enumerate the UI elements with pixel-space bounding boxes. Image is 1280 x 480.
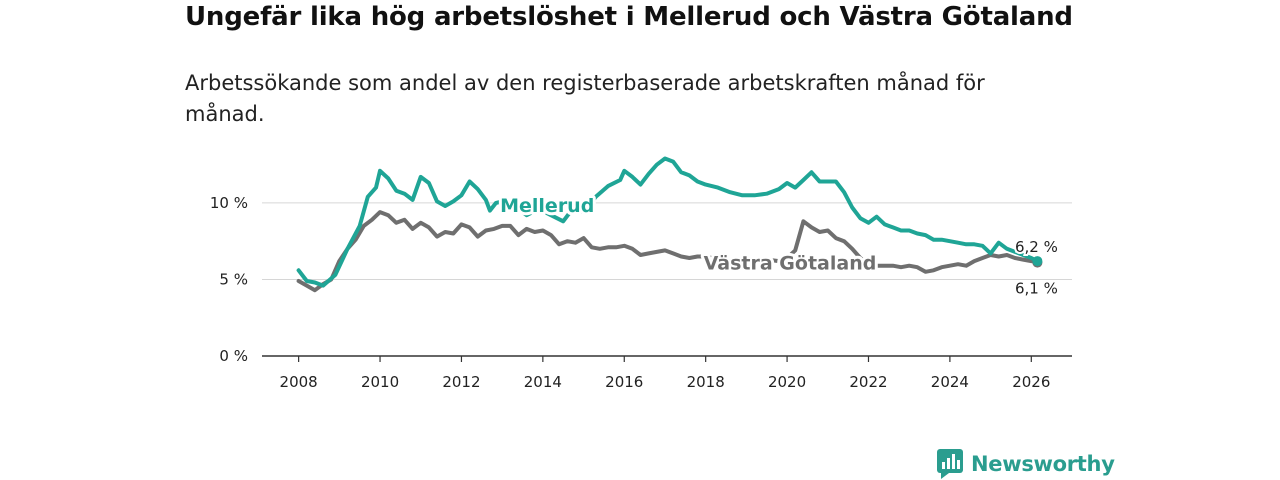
y-tick-label: 5 % <box>219 270 248 288</box>
x-tick-label: 2024 <box>931 373 969 391</box>
chart-subtitle: Arbetssökande som andel av den registerb… <box>185 71 985 126</box>
series-labels: Mellerud Västra Götaland 6,2 % 6,1 % <box>497 192 1060 299</box>
x-tick-label: 2016 <box>605 373 643 391</box>
chart-title: Ungefär lika hög arbetslöshet i Mellerud… <box>185 2 1073 32</box>
x-tick-label: 2008 <box>280 373 318 391</box>
y-tick-label: 10 % <box>210 194 248 212</box>
series-label-vastra-gotaland: Västra Götaland <box>704 253 877 275</box>
series-line-mellerud <box>296 156 1040 288</box>
grid-lines <box>262 202 1072 280</box>
series-label-mellerud: Mellerud <box>500 195 594 217</box>
x-axis-ticks: 2008 2010 2012 2014 2016 2018 2020 2022 2024 2026 <box>280 356 1050 391</box>
end-label-mellerud: 6,2 % <box>1015 238 1058 256</box>
bar-chart-speech-bubble-icon <box>937 449 963 479</box>
x-tick-label: 2014 <box>524 373 562 391</box>
end-label-vastra-gotaland: 6,1 % <box>1015 280 1058 298</box>
x-tick-label: 2026 <box>1012 373 1050 391</box>
y-tick-label: 0 % <box>219 347 248 365</box>
series-line-vastra-gotaland <box>296 210 1040 293</box>
x-tick-label: 2018 <box>687 373 725 391</box>
x-tick-label: 2010 <box>361 373 399 391</box>
x-tick-label: 2022 <box>849 373 887 391</box>
x-tick-label: 2020 <box>768 373 806 391</box>
y-axis-ticks: 0 % 5 % 10 % <box>210 194 248 365</box>
series-lines <box>296 156 1043 293</box>
brand-name: Newsworthy <box>971 452 1115 476</box>
x-tick-label: 2012 <box>442 373 480 391</box>
end-point-mellerud <box>1032 256 1043 267</box>
brand-logo[interactable]: Newsworthy <box>937 449 1115 479</box>
